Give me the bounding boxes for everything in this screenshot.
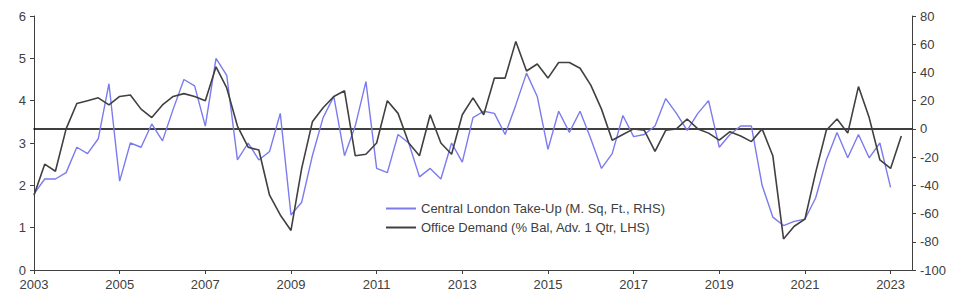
svg-text:4: 4 [19,93,26,108]
svg-text:2011: 2011 [363,277,391,292]
svg-text:40: 40 [920,65,934,80]
svg-text:2015: 2015 [533,277,562,292]
svg-text:2023: 2023 [876,277,905,292]
svg-text:2007: 2007 [191,277,220,292]
svg-text:0: 0 [19,263,26,278]
svg-text:2005: 2005 [105,277,134,292]
svg-text:Office Demand (% Bal, Adv. 1 Q: Office Demand (% Bal, Adv. 1 Qtr, LHS) [421,220,650,235]
svg-text:-40: -40 [920,178,939,193]
svg-text:2: 2 [19,178,26,193]
svg-text:20: 20 [920,93,934,108]
svg-text:2013: 2013 [448,277,477,292]
svg-text:0: 0 [920,121,927,136]
svg-text:60: 60 [920,37,934,52]
svg-text:5: 5 [19,51,26,66]
svg-text:Central London Take-Up (M. Sq,: Central London Take-Up (M. Sq, Ft., RHS) [421,201,665,216]
svg-text:2021: 2021 [790,277,819,292]
svg-text:-80: -80 [920,234,939,249]
svg-text:3: 3 [19,136,26,151]
svg-text:-60: -60 [920,206,939,221]
svg-text:2019: 2019 [705,277,734,292]
svg-text:2003: 2003 [20,277,49,292]
svg-text:-20: -20 [920,150,939,165]
svg-text:2009: 2009 [277,277,306,292]
svg-text:80: 80 [920,9,934,24]
svg-text:-100: -100 [920,263,946,278]
svg-text:1: 1 [19,220,26,235]
svg-text:6: 6 [19,9,26,24]
svg-text:2017: 2017 [619,277,648,292]
